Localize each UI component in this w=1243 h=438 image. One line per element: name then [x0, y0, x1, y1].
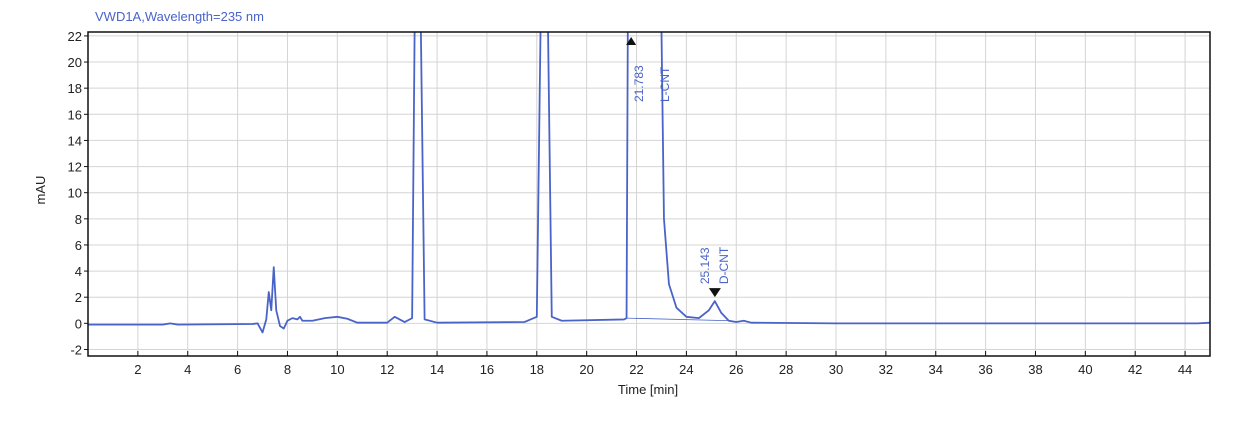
y-tick-label: -2	[70, 342, 82, 357]
x-tick-label: 12	[380, 362, 394, 377]
peak-name: D-CNT	[717, 246, 731, 284]
chart-title: VWD1A,Wavelength=235 nm	[95, 9, 264, 24]
grid	[88, 32, 1210, 356]
x-tick-label: 26	[729, 362, 743, 377]
y-tick-label: 20	[68, 55, 82, 70]
x-tick-label: 44	[1178, 362, 1192, 377]
y-tick-label: 22	[68, 29, 82, 44]
ticks: 2 4 6 8 10 12 14 16 18 20 22 24 26 28 30 32 34 36 38 40 42 44…	[68, 29, 1193, 377]
y-tick-label: 0	[75, 316, 82, 331]
peak-marker-triangle-up	[626, 37, 637, 45]
y-tick-label: 2	[75, 290, 82, 305]
x-tick-label: 28	[779, 362, 793, 377]
y-axis-label: mAU	[33, 176, 48, 205]
plot-frame	[87, 31, 1211, 357]
x-tick-label: 40	[1078, 362, 1092, 377]
x-tick-label: 30	[829, 362, 843, 377]
peak-retention-time: 21.783	[632, 65, 646, 102]
y-tick-label: 16	[68, 107, 82, 122]
peak-retention-time: 25.143	[698, 247, 712, 284]
x-tick-label: 6	[234, 362, 241, 377]
integration-baseline	[626, 317, 732, 322]
series-line	[88, 32, 1210, 334]
x-tick-label: 42	[1128, 362, 1142, 377]
y-tick-label: 4	[75, 264, 82, 279]
x-tick-label: 34	[928, 362, 942, 377]
x-tick-label: 2	[134, 362, 141, 377]
x-tick-label: 4	[184, 362, 191, 377]
y-tick-label: 18	[68, 81, 82, 96]
y-tick-label: 6	[75, 238, 82, 253]
trace	[88, 32, 1210, 334]
x-tick-label: 8	[284, 362, 291, 377]
x-tick-label: 22	[629, 362, 643, 377]
y-tick-label: 12	[68, 160, 82, 175]
x-tick-label: 36	[978, 362, 992, 377]
x-tick-label: 10	[330, 362, 344, 377]
y-tick-label: 14	[68, 133, 82, 148]
y-tick-label: 10	[68, 186, 82, 201]
x-axis-label: Time [min]	[618, 382, 678, 397]
peak-annotations: 21.783 L-CNT 25.143 D-CNT	[626, 37, 731, 298]
y-tick-label: 8	[75, 212, 82, 227]
peak-marker-triangle-down	[708, 288, 721, 298]
x-tick-label: 16	[480, 362, 494, 377]
x-tick-label: 38	[1028, 362, 1042, 377]
x-tick-label: 20	[579, 362, 593, 377]
x-tick-label: 14	[430, 362, 444, 377]
x-tick-label: 18	[530, 362, 544, 377]
x-tick-label: 24	[679, 362, 693, 377]
x-tick-label: 32	[879, 362, 893, 377]
peak-name: L-CNT	[658, 66, 672, 102]
